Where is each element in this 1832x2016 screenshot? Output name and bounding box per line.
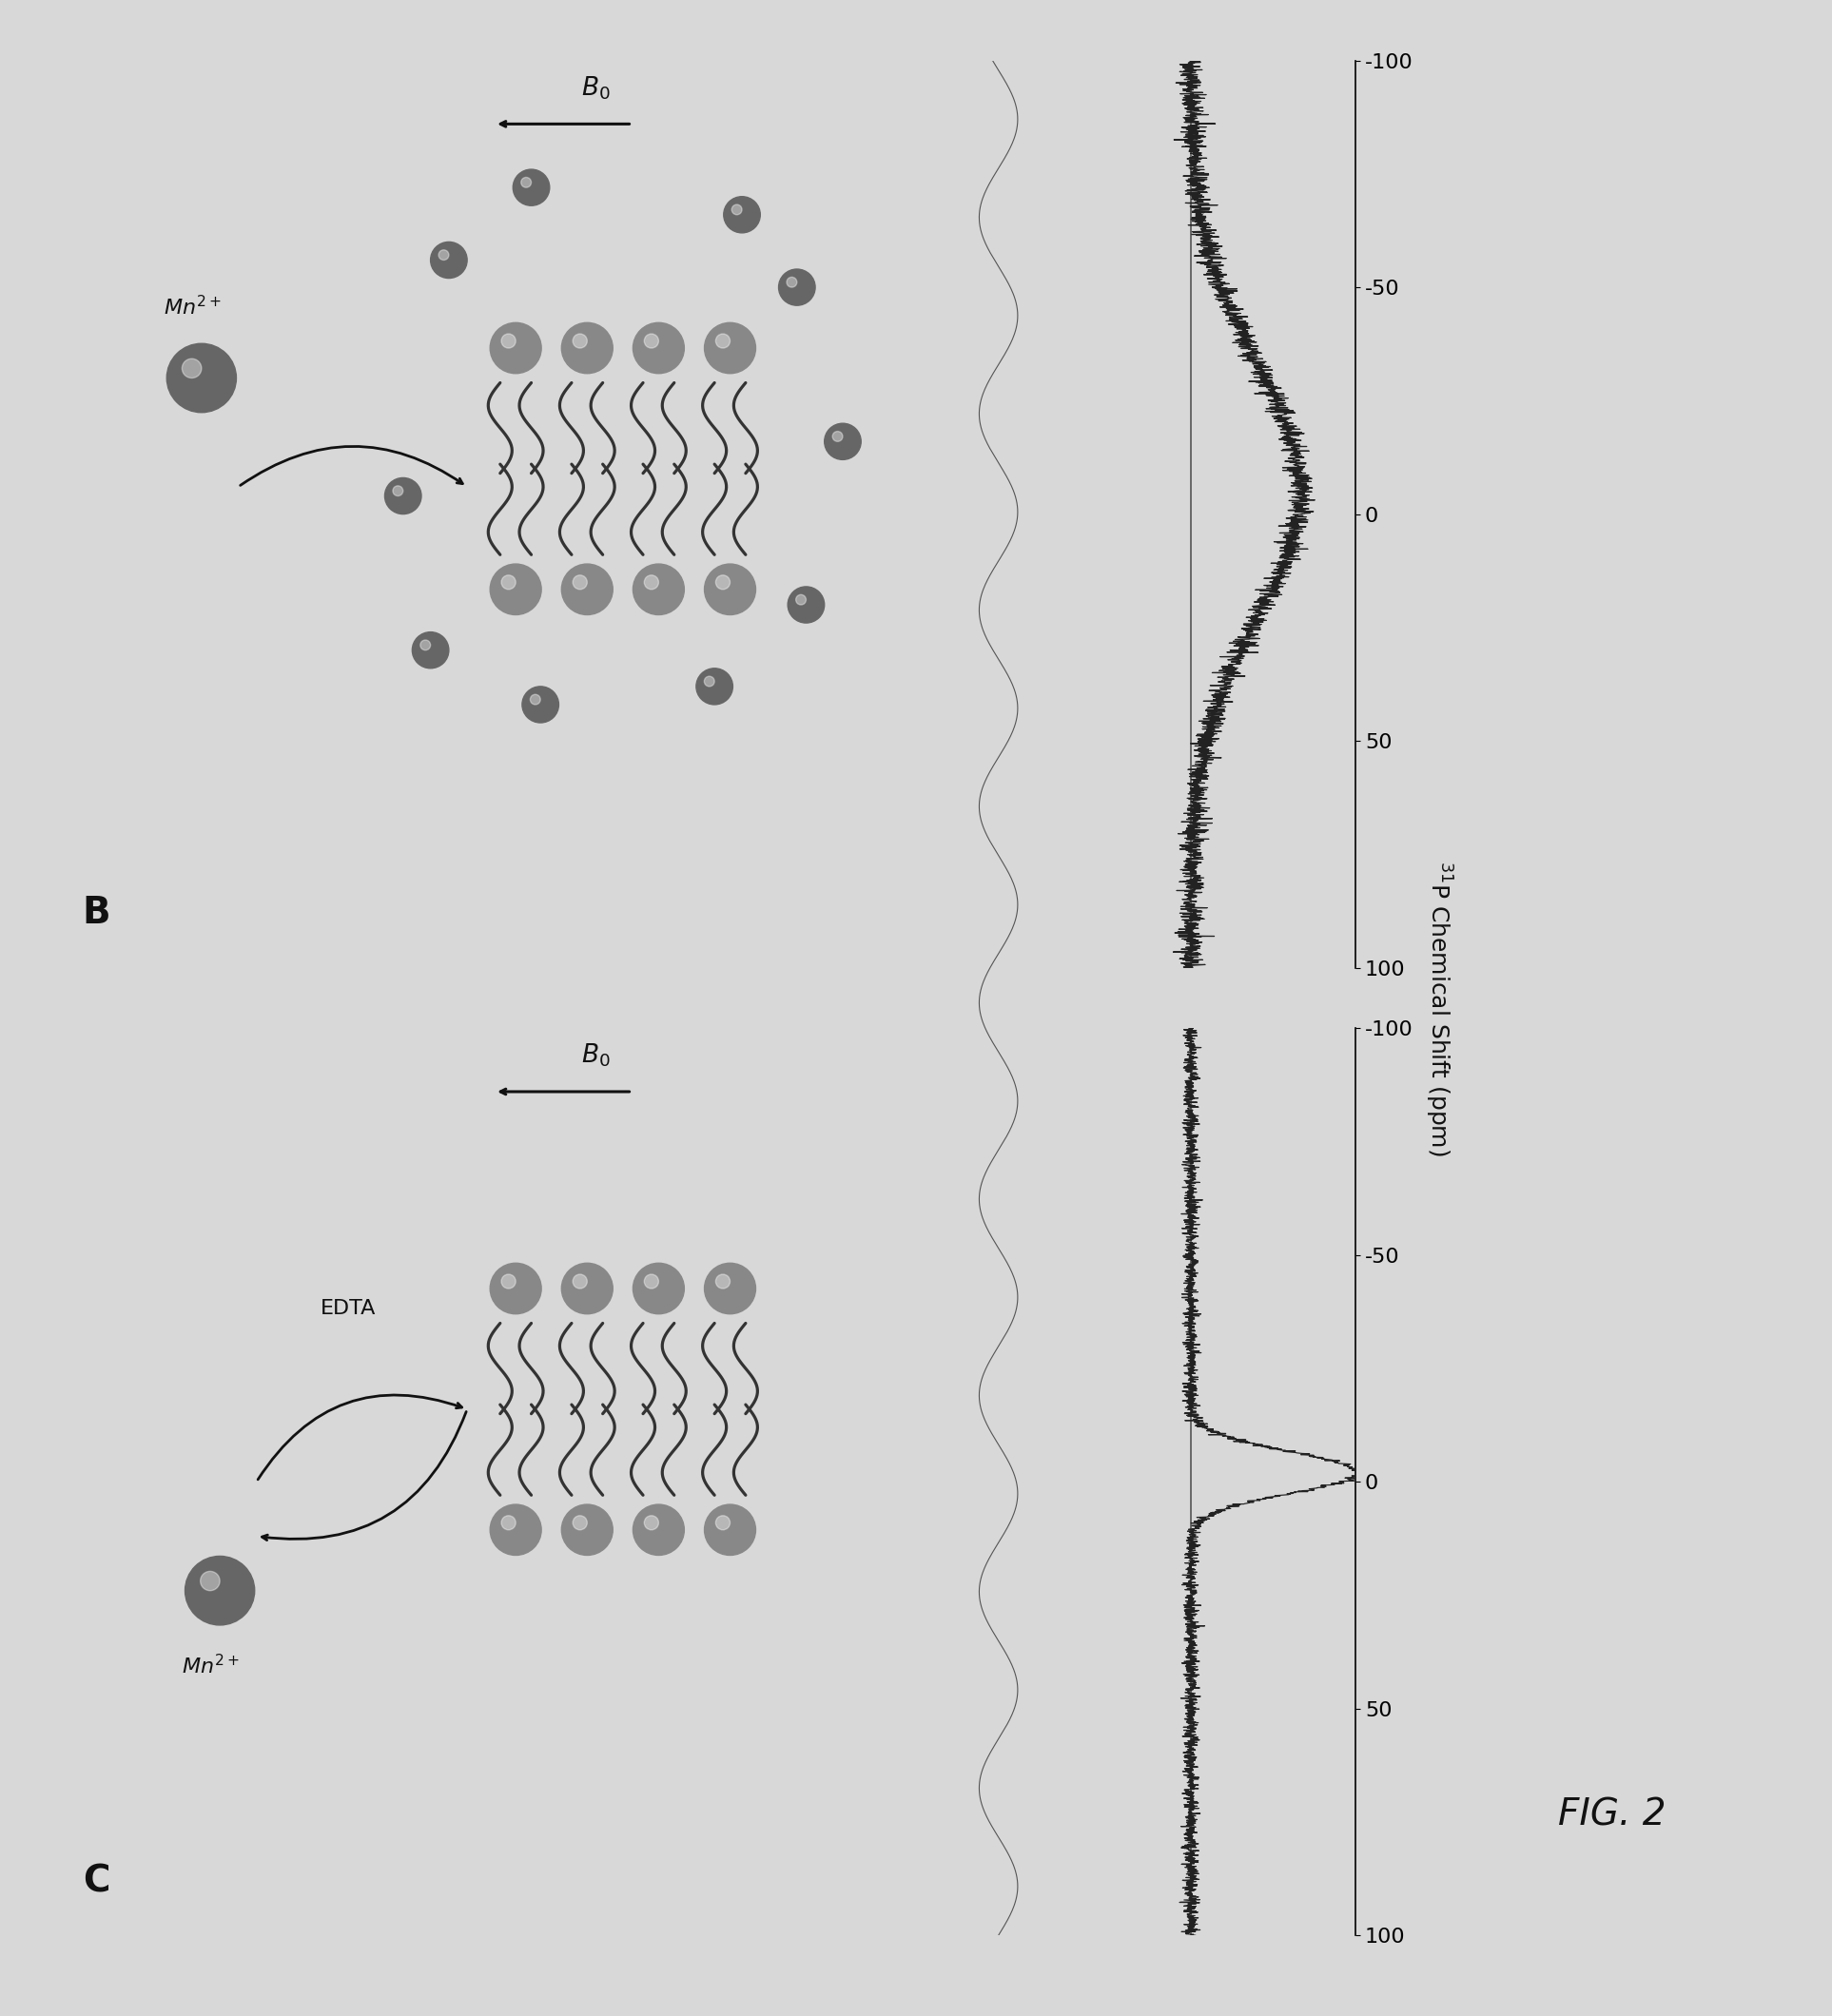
Circle shape	[438, 250, 449, 260]
Circle shape	[491, 1504, 542, 1554]
Circle shape	[779, 268, 815, 304]
Circle shape	[200, 1570, 220, 1591]
Circle shape	[716, 1274, 731, 1288]
Circle shape	[491, 323, 542, 373]
Text: EDTA: EDTA	[321, 1300, 376, 1318]
Circle shape	[824, 423, 861, 460]
Circle shape	[573, 335, 588, 349]
Circle shape	[562, 1504, 614, 1554]
Text: $^{31}$P Chemical Shift (ppm): $^{31}$P Chemical Shift (ppm)	[1423, 861, 1453, 1155]
Circle shape	[832, 431, 843, 442]
Text: $B_0$: $B_0$	[581, 75, 610, 101]
Circle shape	[412, 631, 449, 667]
Circle shape	[420, 639, 431, 649]
Circle shape	[645, 1274, 660, 1288]
Circle shape	[716, 335, 731, 349]
Circle shape	[502, 1274, 517, 1288]
Circle shape	[788, 587, 824, 623]
Circle shape	[705, 1504, 757, 1554]
Circle shape	[562, 323, 614, 373]
Circle shape	[573, 1274, 588, 1288]
Circle shape	[502, 575, 517, 589]
Text: $Mn^{2+}$: $Mn^{2+}$	[181, 1653, 240, 1677]
Text: FIG. 2: FIG. 2	[1559, 1796, 1665, 1833]
Circle shape	[431, 242, 467, 278]
Circle shape	[502, 335, 517, 349]
Circle shape	[716, 1516, 731, 1530]
Circle shape	[724, 196, 760, 232]
Circle shape	[181, 359, 202, 379]
Circle shape	[705, 323, 757, 373]
Circle shape	[645, 575, 660, 589]
Circle shape	[385, 478, 421, 514]
Circle shape	[491, 564, 542, 615]
Circle shape	[705, 564, 757, 615]
Circle shape	[529, 694, 540, 704]
Circle shape	[634, 323, 685, 373]
Circle shape	[795, 595, 806, 605]
Circle shape	[645, 1516, 660, 1530]
Circle shape	[573, 575, 588, 589]
Circle shape	[705, 1264, 757, 1314]
Circle shape	[522, 685, 559, 722]
Circle shape	[731, 204, 742, 214]
Circle shape	[392, 486, 403, 496]
Circle shape	[185, 1556, 255, 1625]
Circle shape	[696, 669, 733, 704]
Circle shape	[634, 564, 685, 615]
Circle shape	[491, 1264, 542, 1314]
Circle shape	[513, 169, 550, 206]
Circle shape	[573, 1516, 588, 1530]
Circle shape	[716, 575, 731, 589]
Circle shape	[520, 177, 531, 187]
Text: $Mn^{2+}$: $Mn^{2+}$	[163, 294, 222, 319]
Circle shape	[562, 564, 614, 615]
Circle shape	[634, 1504, 685, 1554]
Circle shape	[634, 1264, 685, 1314]
Circle shape	[167, 343, 236, 413]
Text: $B_0$: $B_0$	[581, 1042, 610, 1068]
Circle shape	[502, 1516, 517, 1530]
Circle shape	[703, 675, 714, 685]
Text: C: C	[82, 1863, 110, 1899]
Circle shape	[786, 276, 797, 288]
Text: B: B	[82, 895, 110, 931]
Circle shape	[645, 335, 660, 349]
Circle shape	[562, 1264, 614, 1314]
